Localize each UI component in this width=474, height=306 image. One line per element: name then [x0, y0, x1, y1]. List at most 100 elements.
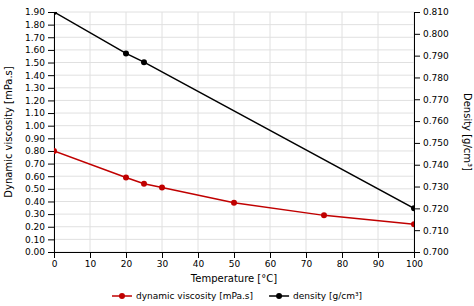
- tick: 1.40: [25, 71, 54, 81]
- tick: 0.70: [25, 159, 54, 169]
- tick-mark: [48, 63, 54, 64]
- point: [411, 205, 414, 211]
- series-line: [54, 12, 414, 208]
- tick: 0.80: [25, 146, 54, 156]
- tick: 1.10: [25, 108, 54, 118]
- tick-label: 0.90: [25, 134, 45, 144]
- tick: 1.90: [25, 7, 54, 17]
- grid-line-x: [270, 12, 271, 252]
- tick-label: 0.780: [423, 73, 449, 83]
- point: [123, 50, 129, 56]
- tick-label: 0.720: [423, 204, 449, 214]
- grid-line-y: [54, 12, 414, 13]
- grid-line-x: [342, 12, 343, 252]
- tick-mark: [414, 121, 420, 122]
- tick: 0.710: [414, 226, 449, 236]
- grid-line-y: [54, 87, 414, 88]
- tick-label: 1.50: [25, 58, 45, 68]
- tick-label: 1.10: [25, 108, 45, 118]
- tick-label: 0.730: [423, 182, 449, 192]
- tick-mark: [414, 99, 420, 100]
- tick-label: 0.810: [423, 7, 449, 17]
- grid-line-y: [54, 138, 414, 139]
- tick-mark: [48, 75, 54, 76]
- point: [123, 174, 129, 180]
- legend-marker: [276, 293, 282, 299]
- tick-mark: [48, 25, 54, 26]
- tick-mark: [414, 56, 420, 57]
- tick: 80: [337, 252, 349, 269]
- tick-label: 0.40: [25, 197, 45, 207]
- grid-line-x: [90, 12, 91, 252]
- tick-mark: [48, 88, 54, 89]
- tick-mark: [48, 214, 54, 215]
- y2-axis-line: [415, 13, 421, 253]
- tick-label: 0.30: [25, 209, 45, 219]
- tick: 0.40: [25, 197, 54, 207]
- grid-line-y: [54, 113, 414, 114]
- point: [54, 148, 57, 154]
- tick-label: 60: [265, 259, 277, 269]
- tick-mark: [414, 12, 420, 13]
- legend-label: dynamic viscosity [mPa.s]: [136, 291, 253, 301]
- tick-label: 50: [229, 259, 241, 269]
- tick-mark: [126, 252, 127, 258]
- x-axis-line: [55, 253, 415, 259]
- tick-mark: [414, 208, 420, 209]
- grid-line-y: [54, 62, 414, 63]
- tick-mark: [90, 252, 91, 258]
- grid-line-y: [54, 188, 414, 189]
- tick: 0.770: [414, 95, 449, 105]
- tick: 50: [229, 252, 241, 269]
- series-line: [54, 151, 414, 224]
- grid-line-y: [54, 100, 414, 101]
- tick-mark: [48, 189, 54, 190]
- tick-mark: [48, 239, 54, 240]
- tick-mark: [306, 252, 307, 258]
- tick-label: 1.70: [25, 33, 45, 43]
- tick: 10: [85, 252, 97, 269]
- tick-label: 1.20: [25, 96, 45, 106]
- tick-label: 70: [301, 259, 313, 269]
- legend-item: density [g/cm³]: [269, 291, 362, 301]
- tick-label: 0.710: [423, 226, 449, 236]
- grid-line-y: [54, 214, 414, 215]
- tick-label: 0.20: [25, 222, 45, 232]
- grid-line-y: [54, 37, 414, 38]
- y-axis-title: Dynamic viscosity [mPa.s]: [3, 66, 14, 198]
- tick-label: 0.700: [423, 247, 449, 257]
- legend-item: dynamic viscosity [mPa.s]: [112, 291, 253, 301]
- tick: 1.70: [25, 33, 54, 43]
- tick: 0.750: [414, 138, 449, 148]
- tick: 0.730: [414, 182, 449, 192]
- point: [141, 181, 147, 187]
- tick: 0: [52, 252, 58, 269]
- grid-line-y: [54, 24, 414, 25]
- point: [321, 212, 327, 218]
- plot: 01020304050607080901000.000.100.200.300.…: [25, 7, 449, 269]
- tick-mark: [414, 143, 420, 144]
- tick-label: 10: [85, 259, 97, 269]
- tick-mark: [414, 230, 420, 231]
- tick: 0.30: [25, 209, 54, 219]
- tick: 0.700: [414, 247, 449, 257]
- tick-mark: [414, 187, 420, 188]
- tick: 30: [157, 252, 169, 269]
- tick-mark: [378, 252, 379, 258]
- tick-mark: [48, 151, 54, 152]
- tick-label: 20: [121, 259, 133, 269]
- tick-label: 1.30: [25, 83, 45, 93]
- tick: 0.800: [414, 29, 449, 39]
- tick-mark: [48, 252, 54, 253]
- tick: 1.00: [25, 121, 54, 131]
- tick: 1.30: [25, 83, 54, 93]
- tick: 0.10: [25, 235, 54, 245]
- tick: 1.60: [25, 45, 54, 55]
- series: [54, 148, 414, 227]
- tick: 0.00: [25, 247, 54, 257]
- tick-mark: [48, 227, 54, 228]
- tick-mark: [48, 113, 54, 114]
- grid-line-y: [54, 49, 414, 50]
- tick: 0.780: [414, 73, 449, 83]
- tick: 0.90: [25, 134, 54, 144]
